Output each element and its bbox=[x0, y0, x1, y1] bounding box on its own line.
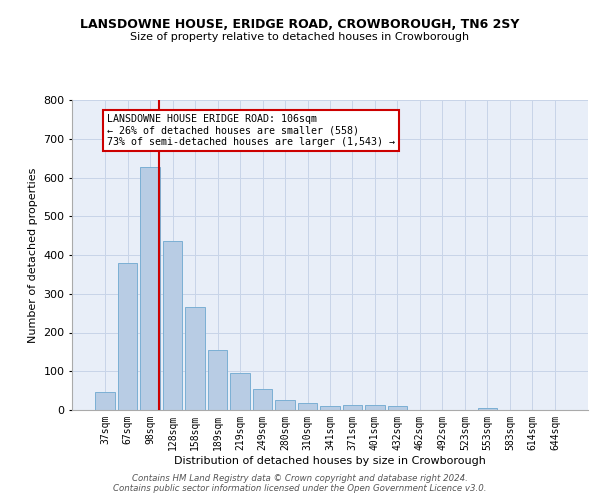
Bar bbox=[343, 406, 362, 410]
Bar bbox=[118, 263, 137, 410]
Bar bbox=[253, 388, 272, 410]
Y-axis label: Number of detached properties: Number of detached properties bbox=[28, 168, 38, 342]
Bar bbox=[365, 406, 385, 410]
Bar bbox=[298, 403, 317, 410]
Text: Size of property relative to detached houses in Crowborough: Size of property relative to detached ho… bbox=[130, 32, 470, 42]
Bar bbox=[95, 392, 115, 410]
Bar bbox=[163, 240, 182, 410]
Bar bbox=[478, 408, 497, 410]
Bar bbox=[185, 308, 205, 410]
Bar bbox=[140, 167, 160, 410]
X-axis label: Distribution of detached houses by size in Crowborough: Distribution of detached houses by size … bbox=[174, 456, 486, 466]
Text: LANSDOWNE HOUSE, ERIDGE ROAD, CROWBOROUGH, TN6 2SY: LANSDOWNE HOUSE, ERIDGE ROAD, CROWBOROUG… bbox=[80, 18, 520, 30]
Text: LANSDOWNE HOUSE ERIDGE ROAD: 106sqm
← 26% of detached houses are smaller (558)
7: LANSDOWNE HOUSE ERIDGE ROAD: 106sqm ← 26… bbox=[107, 114, 395, 147]
Bar bbox=[230, 373, 250, 410]
Text: Contains HM Land Registry data © Crown copyright and database right 2024.: Contains HM Land Registry data © Crown c… bbox=[132, 474, 468, 483]
Bar bbox=[275, 400, 295, 410]
Bar bbox=[320, 406, 340, 410]
Text: Contains public sector information licensed under the Open Government Licence v3: Contains public sector information licen… bbox=[113, 484, 487, 493]
Bar bbox=[388, 406, 407, 410]
Bar bbox=[208, 350, 227, 410]
